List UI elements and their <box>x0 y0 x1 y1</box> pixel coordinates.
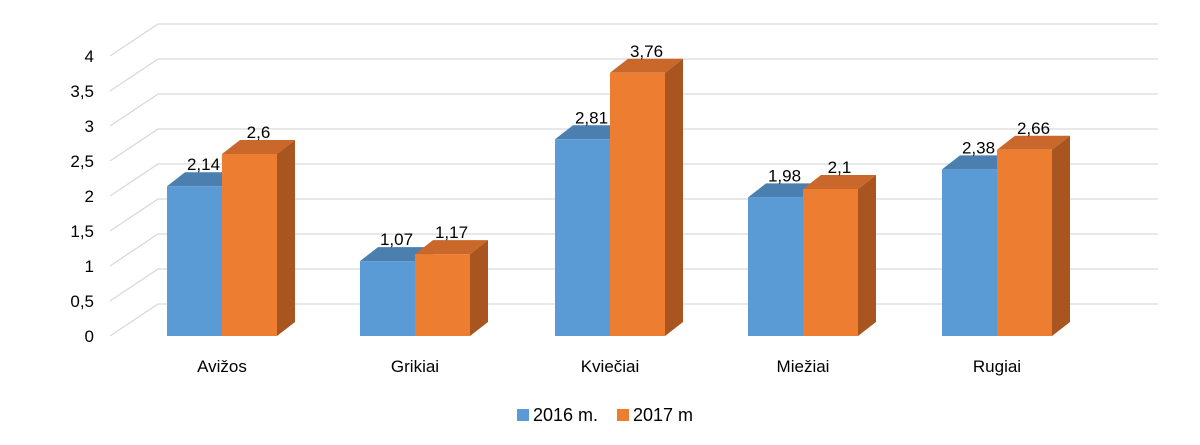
bar <box>997 135 1070 336</box>
x-category-label: Rugiai <box>973 357 1021 376</box>
data-label: 2,1 <box>828 158 852 177</box>
bar-front <box>555 139 610 336</box>
bar <box>803 175 876 336</box>
y-tick-label: 1 <box>85 257 94 276</box>
bar-top <box>997 135 1070 150</box>
bar-top <box>610 58 683 73</box>
data-labels: 2,14 2,6 1,07 1,17 2,81 3,76 1,98 2,1 2,38 2,66 <box>187 42 1050 249</box>
y-axis-ticks: 0 0,5 1 1,5 2 2,5 3 3,5 4 <box>70 47 94 346</box>
gridline <box>109 163 1158 197</box>
bar-front <box>942 169 997 336</box>
bar-front <box>803 189 858 336</box>
bar-side <box>277 140 295 336</box>
bar-top <box>415 240 488 255</box>
gridlines <box>109 23 1158 337</box>
gridline <box>109 128 1158 162</box>
legend-swatch-2016 <box>517 409 529 421</box>
legend-swatch-2017 <box>617 409 629 421</box>
x-category-label: Miežiai <box>777 357 830 376</box>
bar <box>415 240 488 336</box>
data-label: 2,81 <box>575 108 608 127</box>
bar-front <box>222 154 277 336</box>
bar-front <box>360 261 415 336</box>
bar-front <box>167 186 222 336</box>
data-label: 1,17 <box>435 223 468 242</box>
data-label: 1,98 <box>768 166 801 185</box>
bar-top <box>942 155 1015 170</box>
bar-front <box>748 197 803 336</box>
data-label: 3,76 <box>630 42 663 61</box>
data-label: 2,14 <box>187 155 220 174</box>
x-category-label: Grikiai <box>391 357 439 376</box>
gridline <box>109 58 1158 92</box>
y-tick-label: 2 <box>85 187 94 206</box>
y-tick-label: 0 <box>85 327 94 346</box>
y-tick-label: 3,5 <box>70 82 94 101</box>
y-tick-label: 3 <box>85 117 94 136</box>
y-tick-label: 1,5 <box>70 222 94 241</box>
y-tick-label: 0,5 <box>70 292 94 311</box>
bar-side <box>858 175 876 336</box>
bar-top <box>167 172 240 187</box>
bar-top <box>222 140 295 154</box>
bar-side <box>470 240 488 336</box>
bar <box>610 58 683 337</box>
bar-side <box>665 58 683 337</box>
bars <box>167 58 1070 337</box>
bar-front <box>415 254 470 336</box>
bar-top <box>360 247 433 262</box>
bar-top <box>803 175 876 189</box>
gridline <box>109 23 1158 57</box>
y-tick-label: 4 <box>85 47 94 66</box>
y-tick-label: 2,5 <box>70 152 94 171</box>
x-axis-categories: Avižos Grikiai Kviečiai Miežiai Rugiai <box>197 357 1021 376</box>
data-label: 2,38 <box>962 138 995 157</box>
gridline <box>109 93 1158 127</box>
legend: 2016 m. 2017 m <box>517 405 693 425</box>
data-label: 1,07 <box>380 230 413 249</box>
legend-label-2017: 2017 m <box>633 405 693 425</box>
x-category-label: Avižos <box>197 357 247 376</box>
data-label: 2,66 <box>1017 119 1050 138</box>
legend-label-2016: 2016 m. <box>533 405 598 425</box>
bar-front <box>610 72 665 337</box>
bar-top <box>748 183 821 198</box>
data-label: 2,6 <box>247 123 271 142</box>
x-category-label: Kviečiai <box>581 357 640 376</box>
bar-front <box>997 149 1052 336</box>
bar-top <box>555 125 628 140</box>
bar-side <box>1052 135 1070 336</box>
bar <box>222 140 295 336</box>
